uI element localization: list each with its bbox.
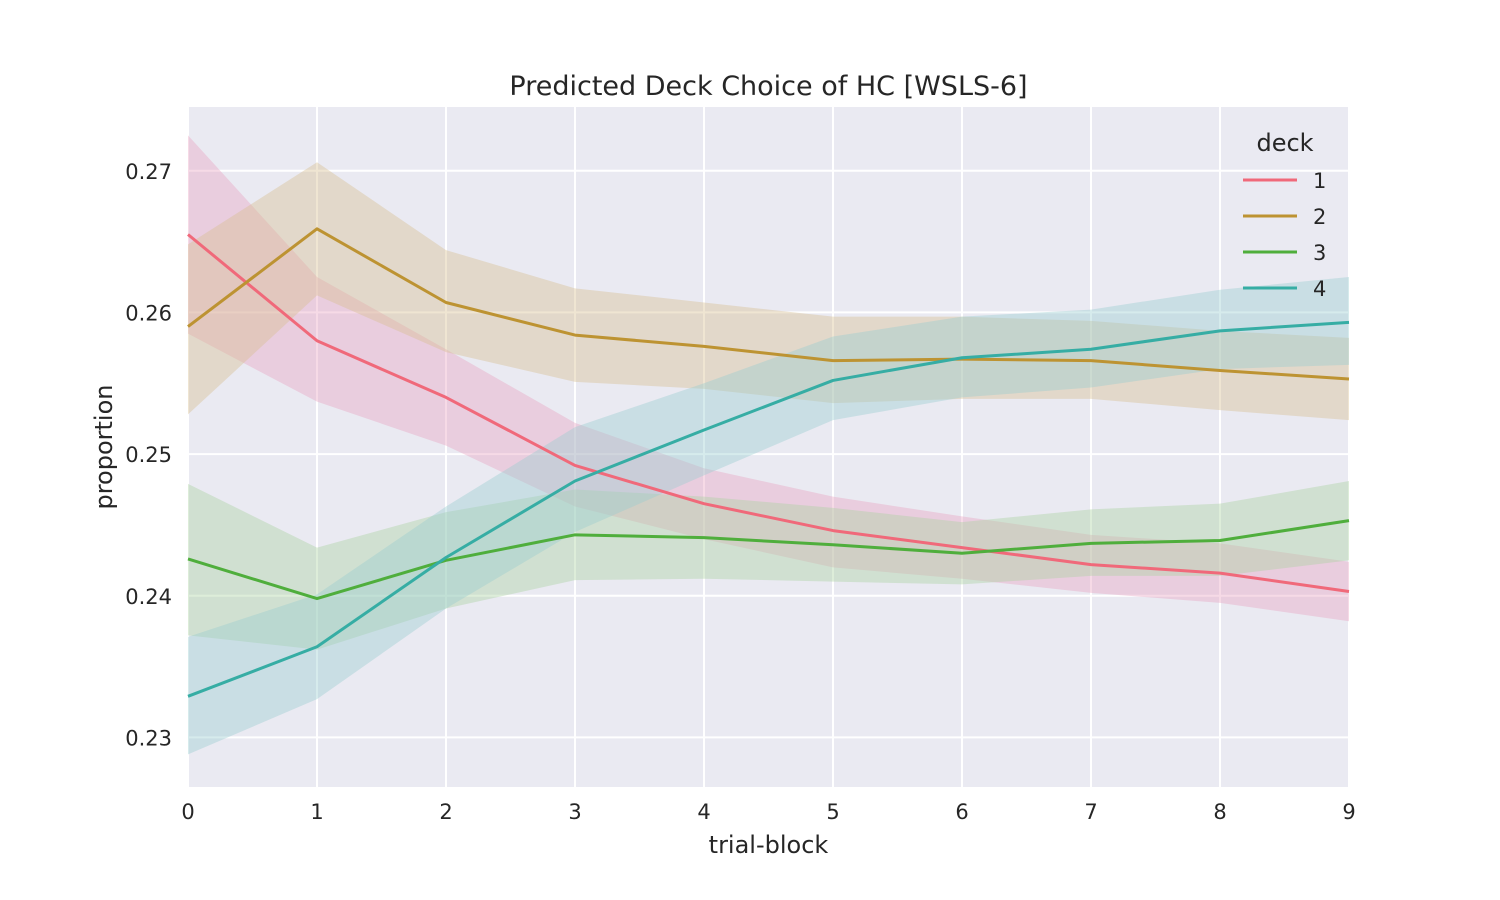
series-4-band [188,277,1349,755]
x-tick-label: 6 [955,800,968,824]
series-4-line [187,320,1350,698]
y-tick-labels: 0.23 0.24 0.25 0.26 0.27 [125,160,172,751]
series-2-band [188,162,1349,421]
x-tick-label: 8 [1213,800,1226,824]
x-tick-label: 4 [697,800,710,824]
y-tick-label: 0.24 [125,585,172,609]
x-tick-label: 1 [310,800,323,824]
legend-label-2: 2 [1313,205,1326,229]
x-tick-label: 7 [1084,800,1097,824]
x-tick-labels: 0 1 2 3 4 5 6 7 8 9 [181,800,1355,824]
y-axis-label: proportion [90,384,118,509]
legend: deck 1 2 3 4 [1243,129,1326,301]
x-tick-label: 0 [181,800,194,824]
x-tick-label: 2 [439,800,452,824]
y-tick-label: 0.26 [125,301,172,325]
y-tick-label: 0.25 [125,443,172,467]
series-3-band [188,481,1349,650]
x-tick-label: 3 [568,800,581,824]
series-2-line [187,227,1350,381]
x-tick-label: 9 [1342,800,1355,824]
x-axis-label: trial-block [709,831,829,859]
legend-label-1: 1 [1313,169,1326,193]
confidence-bands [188,135,1349,755]
series-1-band [188,135,1349,622]
chart-title: Predicted Deck Choice of HC [WSLS-6] [509,71,1027,102]
series-1-line [187,233,1350,593]
y-tick-label: 0.27 [125,160,172,184]
series-lines [187,227,1350,698]
plot-area [188,107,1349,787]
x-tick-label: 5 [826,800,839,824]
legend-label-4: 4 [1313,277,1326,301]
legend-label-3: 3 [1313,241,1326,265]
y-tick-label: 0.23 [125,726,172,750]
legend-title: deck [1256,129,1313,157]
grid-lines [187,107,1350,787]
series-3-line [187,519,1350,601]
